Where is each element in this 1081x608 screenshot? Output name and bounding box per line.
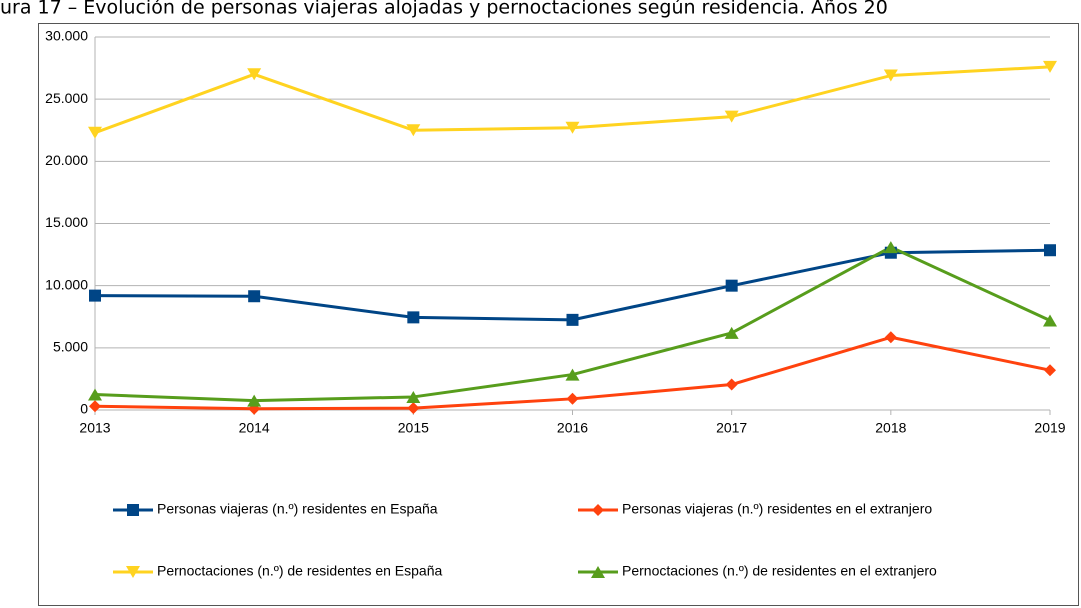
- legend-label: Personas viajeras (n.º) residentes en el…: [622, 501, 932, 517]
- point: [126, 566, 140, 578]
- point: [724, 110, 739, 123]
- point: [88, 126, 102, 139]
- point: [565, 121, 580, 134]
- legend-label: Pernoctaciones (n.º) de residentes en el…: [622, 563, 937, 579]
- legend-label: Pernoctaciones (n.º) de residentes en Es…: [157, 563, 442, 579]
- x-tick-label: 2016: [557, 420, 588, 436]
- point: [566, 392, 579, 405]
- point: [883, 241, 898, 254]
- point: [1043, 314, 1057, 327]
- y-tick-label: 25.000: [45, 90, 88, 106]
- point: [1043, 60, 1057, 73]
- y-tick-label: 0: [80, 401, 88, 417]
- chart-frame: [38, 23, 1079, 606]
- point: [248, 290, 261, 303]
- point: [883, 69, 898, 82]
- legend-label: Personas viajeras (n.º) residentes en Es…: [157, 501, 438, 517]
- x-tick-label: 2014: [239, 420, 270, 436]
- x-tick-label: 2018: [875, 420, 906, 436]
- point: [725, 279, 738, 292]
- point: [884, 331, 897, 344]
- point: [591, 566, 605, 578]
- x-tick-label: 2019: [1034, 420, 1065, 436]
- point: [247, 394, 262, 407]
- y-tick-label: 15.000: [45, 214, 88, 230]
- point: [407, 311, 420, 324]
- point: [88, 388, 102, 401]
- chart-title: ura 17 – Evolución de personas viajeras …: [0, 0, 888, 19]
- x-tick-label: 2013: [79, 420, 110, 436]
- y-tick-label: 20.000: [45, 152, 88, 168]
- y-tick-label: 5.000: [53, 339, 88, 355]
- point: [89, 289, 101, 302]
- point: [565, 368, 580, 381]
- point: [592, 504, 604, 516]
- point: [1044, 244, 1056, 257]
- point: [247, 68, 262, 81]
- point: [406, 390, 421, 403]
- point: [406, 124, 421, 137]
- point: [89, 400, 101, 413]
- point: [724, 326, 739, 339]
- y-tick-label: 10.000: [45, 276, 88, 292]
- point: [127, 504, 139, 516]
- x-tick-label: 2015: [398, 420, 429, 436]
- point: [1044, 364, 1056, 377]
- point: [407, 402, 420, 415]
- point: [566, 313, 579, 326]
- y-tick-label: 30.000: [45, 28, 88, 44]
- point: [725, 378, 738, 391]
- x-tick-label: 2017: [716, 420, 747, 436]
